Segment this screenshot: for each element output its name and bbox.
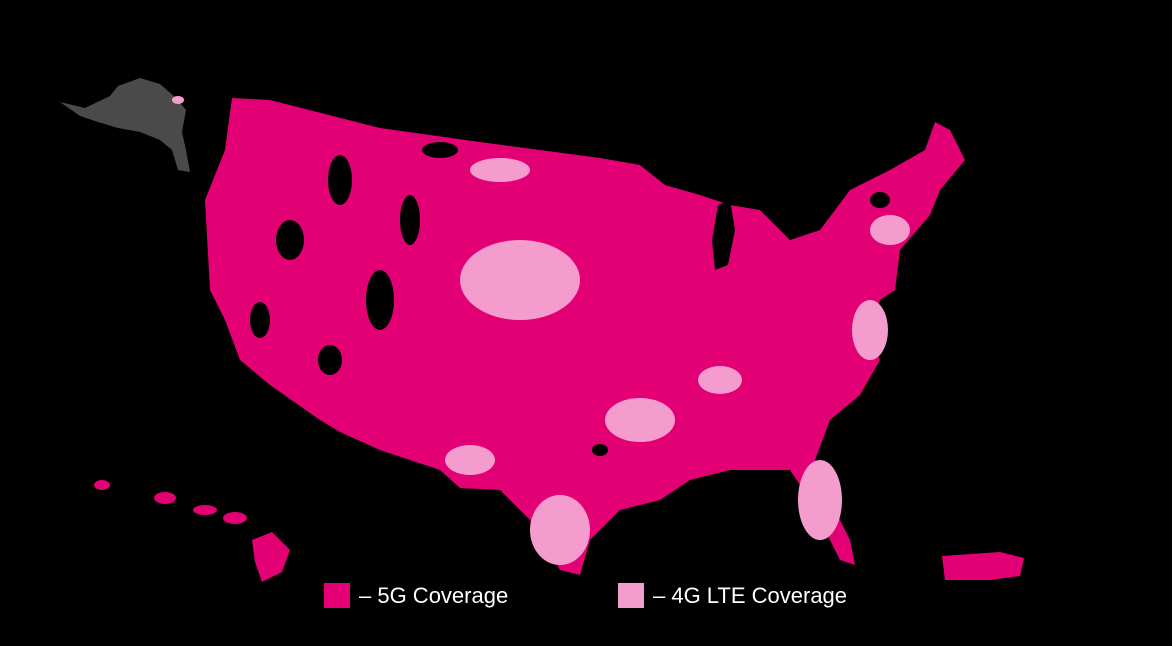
lte-area: [445, 445, 495, 475]
no-coverage-areas: [250, 142, 890, 456]
legend-swatch: [324, 583, 350, 608]
alaska: [60, 78, 190, 172]
no-coverage: [276, 220, 304, 260]
island: [94, 480, 110, 490]
no-coverage: [328, 155, 352, 205]
no-coverage: [318, 345, 342, 375]
lte-area: [530, 495, 590, 565]
alaska-coverage: [172, 96, 184, 104]
puerto-rico: [942, 552, 1024, 580]
no-coverage: [250, 302, 270, 338]
no-coverage: [592, 444, 608, 456]
legend-label: – 4G LTE Coverage: [653, 583, 847, 608]
island: [154, 492, 176, 504]
lte-area: [698, 366, 742, 394]
island: [252, 532, 290, 582]
no-coverage: [400, 195, 420, 245]
lte-area: [870, 215, 910, 245]
lte-area: [798, 460, 842, 540]
lake-michigan: [712, 200, 735, 270]
legend: – 5G Coverage – 4G LTE Coverage: [324, 583, 847, 608]
no-coverage: [870, 192, 890, 208]
legend-swatch: [618, 583, 644, 608]
contiguous-us: [205, 98, 965, 575]
legend-label: – 5G Coverage: [359, 583, 508, 608]
lte-area: [605, 398, 675, 442]
island: [223, 512, 247, 524]
no-coverage: [366, 270, 394, 330]
lte-area: [852, 300, 888, 360]
hawaii: [94, 480, 290, 582]
island: [193, 505, 217, 515]
lte-area: [470, 158, 530, 182]
lte-area: [460, 240, 580, 320]
lte-areas: [445, 158, 910, 565]
no-coverage: [422, 142, 458, 158]
